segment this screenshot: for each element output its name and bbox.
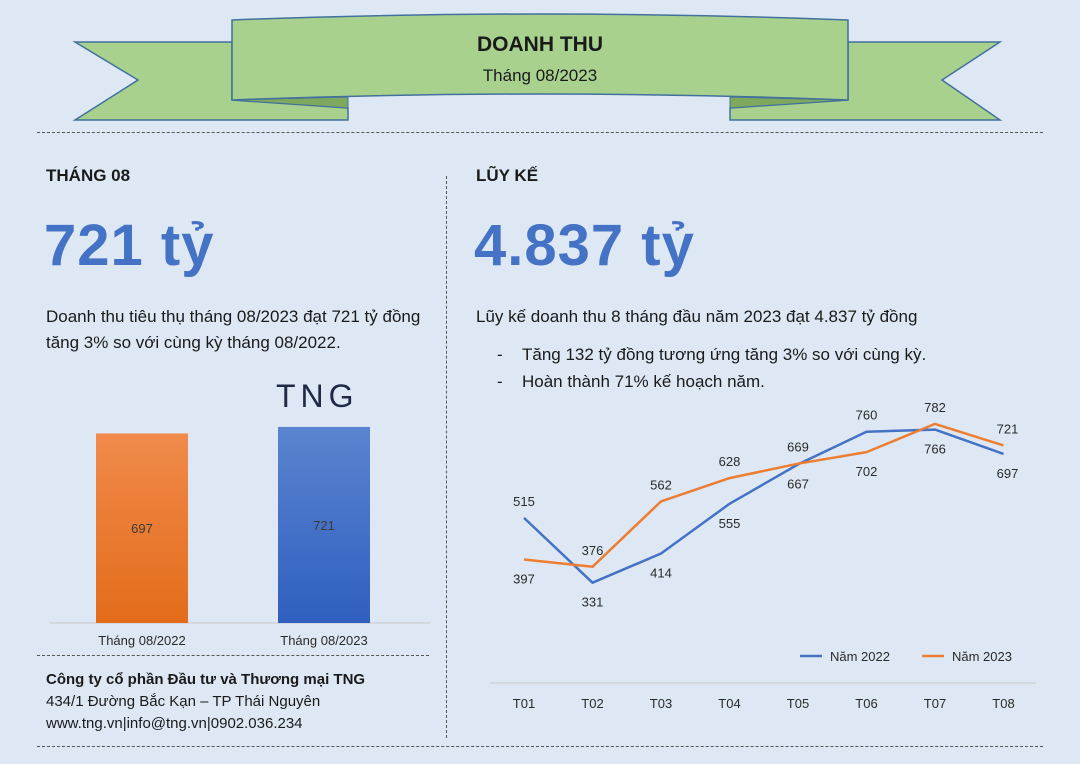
- x-tick-label: T04: [718, 696, 740, 711]
- bar-category-label: Tháng 08/2023: [280, 633, 367, 648]
- data-label: 555: [719, 516, 741, 531]
- title-ribbon: [72, 13, 1003, 121]
- x-tick-label: T05: [787, 696, 809, 711]
- x-tick-label: T02: [581, 696, 603, 711]
- data-label: 721: [997, 421, 1019, 436]
- data-label: 760: [856, 408, 878, 423]
- data-label: 331: [582, 595, 604, 610]
- x-tick-label: T07: [924, 696, 946, 711]
- footer-address: 434/1 Đường Bắc Kạn – TP Thái Nguyên: [46, 693, 321, 710]
- data-label: 702: [856, 464, 878, 479]
- data-label: 667: [787, 476, 809, 491]
- data-label: 782: [924, 400, 946, 415]
- x-tick-label: T01: [513, 696, 535, 711]
- monthly-value: 721 tỷ: [44, 213, 215, 278]
- page-subtitle: Tháng 08/2023: [482, 66, 598, 85]
- legend-label: Năm 2023: [952, 649, 1012, 664]
- data-label: 669: [787, 440, 809, 455]
- cumulative-description: Lũy kế doanh thu 8 tháng đầu năm 2023 đạ…: [476, 307, 918, 326]
- data-label: 766: [924, 442, 946, 457]
- line-chart: T01 T02 T03 T04 T05 T06 T07 T08 515 397 376 331 562 4…: [490, 400, 1036, 711]
- footer-divider: [37, 655, 429, 656]
- data-label: 562: [650, 477, 672, 492]
- x-tick-label: T06: [855, 696, 877, 711]
- bar: [96, 433, 188, 623]
- data-label: 628: [719, 454, 741, 469]
- ribbon-center: [231, 13, 849, 101]
- cumulative-heading: LŨY KẾ: [476, 166, 539, 185]
- column-divider: [446, 176, 447, 738]
- cumulative-value: 4.837 tỷ: [474, 213, 695, 278]
- footer-company: Công ty cổ phần Đầu tư và Thương mại TNG: [46, 671, 366, 688]
- bar-category-label: Tháng 08/2022: [98, 633, 185, 648]
- monthly-heading: THÁNG 08: [46, 166, 131, 185]
- bar-value-label: 697: [131, 521, 153, 536]
- bar-chart: 697 Tháng 08/2022 721 Tháng 08/2023: [50, 426, 430, 648]
- cumulative-bullet: Hoàn thành 71% kế hoạch năm.: [497, 368, 1037, 395]
- bottom-divider: [37, 746, 1043, 747]
- x-tick-label: T03: [650, 696, 672, 711]
- cumulative-bullet: Tăng 132 tỷ đồng tương ứng tăng 3% so vớ…: [497, 341, 1037, 368]
- tng-logo: TNG: [276, 378, 359, 414]
- page-title: DOANH THU: [477, 33, 603, 56]
- x-tick-label: T08: [992, 696, 1014, 711]
- bar-value-label: 721: [313, 518, 335, 533]
- legend-label: Năm 2022: [830, 649, 890, 664]
- monthly-description: Doanh thu tiêu thụ tháng 08/2023 đạt 721…: [46, 307, 421, 352]
- cumulative-bullets: Tăng 132 tỷ đồng tương ứng tăng 3% so vớ…: [497, 341, 1037, 395]
- bar: [278, 426, 370, 623]
- data-label: 397: [513, 571, 535, 586]
- series-line-2023: [523, 422, 1004, 569]
- data-label: 697: [997, 466, 1019, 481]
- top-divider: [37, 132, 1043, 133]
- footer-contact[interactable]: www.tng.vn|info@tng.vn|0902.036.234: [46, 715, 303, 732]
- data-label: 376: [582, 543, 604, 558]
- data-label: 515: [513, 494, 535, 509]
- data-label: 414: [650, 565, 672, 580]
